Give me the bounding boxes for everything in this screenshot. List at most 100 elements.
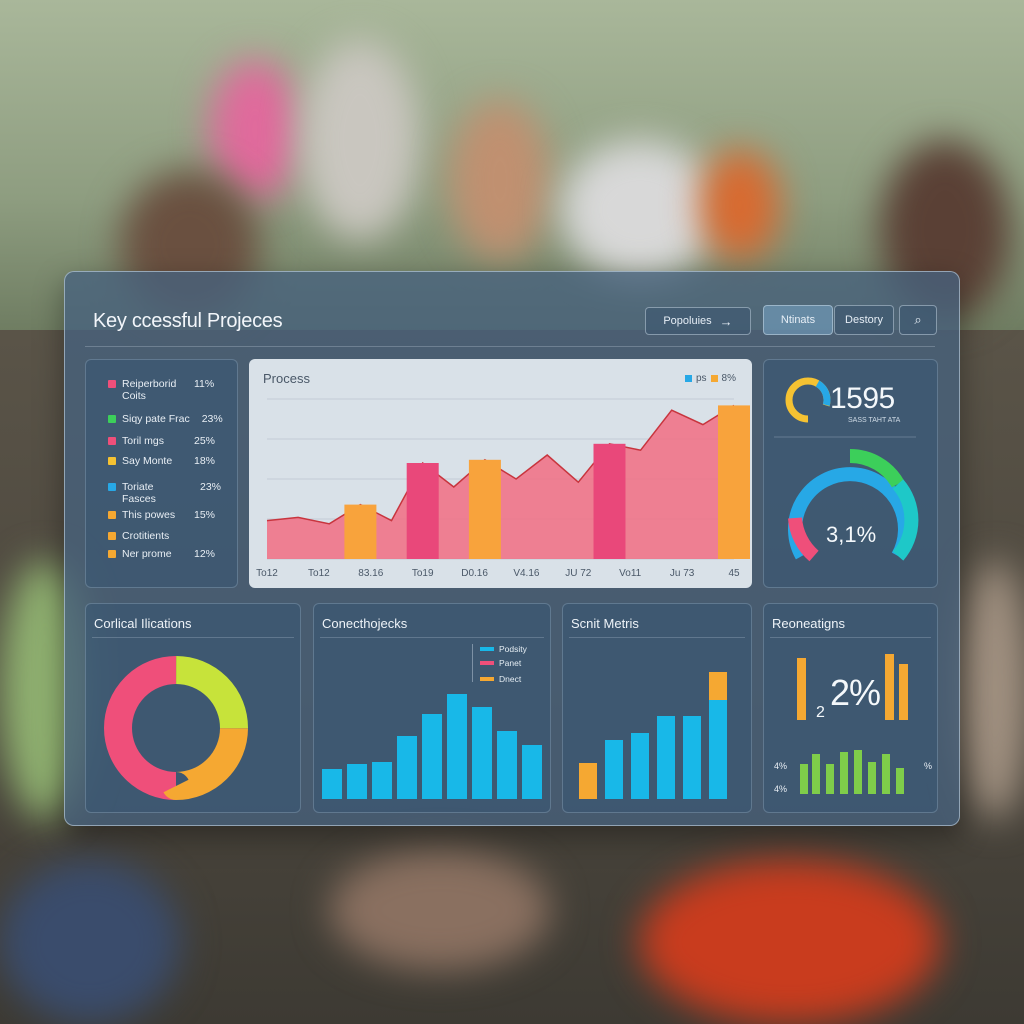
connect-bar-chart: [322, 694, 542, 799]
legend-item: This powes 15%: [108, 509, 215, 521]
legend-swatch: [480, 677, 494, 681]
legend-item: Toril mgs 25%: [108, 435, 215, 447]
legend-label: This powes: [122, 509, 176, 521]
legend-label-b: 8%: [721, 373, 736, 384]
legend-label: Toriate Fasces: [122, 481, 156, 505]
bar: [347, 764, 367, 799]
donut-slice: [104, 656, 248, 800]
bar: [497, 731, 517, 799]
x-tick-label: V4.16: [513, 568, 540, 579]
legend-swatch: [108, 511, 116, 519]
sent-metrics-card: Scnit Metris: [562, 603, 752, 813]
gauge-arc-pink: [788, 517, 819, 562]
donut-slice: [104, 656, 248, 800]
gauge-value: 3,1%: [826, 522, 877, 547]
reg-mini-bar: [868, 762, 876, 794]
legend-percent: 15%: [194, 509, 216, 521]
reg-big-value: 2%: [830, 672, 881, 713]
donut-chart: [104, 656, 248, 800]
legend-label: Panet: [499, 658, 522, 668]
critical-title: Corlical Ilications: [94, 616, 192, 631]
search-icon: ⌕: [914, 312, 922, 327]
legend-label: Toril mgs: [122, 435, 165, 447]
bar: [657, 716, 675, 799]
reg-mini-bar: [826, 764, 834, 794]
category-button[interactable]: Destory: [834, 305, 894, 335]
legend-label: Siqy pate Frac: [122, 413, 190, 425]
bar: [397, 736, 417, 799]
bar: [605, 740, 623, 799]
gauge-arc-teal: [892, 479, 919, 561]
x-tick-label: D0.16: [461, 568, 488, 579]
populates-button[interactable]: Popoluies →: [645, 307, 751, 335]
reg-mini-bar: [800, 764, 808, 794]
bar: [422, 714, 442, 799]
reg-prefix: 2: [816, 704, 825, 721]
bar: [683, 716, 701, 799]
search-button[interactable]: ⌕: [899, 305, 937, 335]
legend-item: Say Monte 18%: [108, 455, 215, 467]
mini-ring-icon: [785, 377, 831, 423]
reg-mini-bar: [882, 754, 890, 794]
bar: [322, 769, 342, 799]
card-divider: [569, 637, 745, 638]
reg-mini-bar: [854, 750, 862, 794]
legend-swatch: [108, 457, 116, 465]
connect-legend-item: Dnect: [480, 674, 521, 684]
reg-left-label-1: 4%: [774, 761, 788, 771]
reg-mini-bar: [840, 752, 848, 794]
legend-item: Crotitients: [108, 530, 194, 542]
bar: [709, 672, 727, 799]
reg-graphics: [797, 654, 908, 794]
reg-left-label-2: 4%: [774, 784, 788, 794]
reg-bar: [899, 664, 908, 720]
kpi-value: 1595: [830, 382, 895, 415]
populates-label: Popoluies: [663, 315, 712, 327]
metrics-button[interactable]: Ntinats: [763, 305, 833, 335]
legend-divider: [472, 644, 473, 682]
bar: [593, 443, 626, 559]
legend-percent: 23%: [201, 413, 223, 425]
reg-bar: [797, 658, 806, 720]
progress-chart-card: Process ps 8% To12 To12 83.16 To19 D0.16 V4.1…: [249, 359, 752, 588]
bar: [447, 694, 467, 799]
bar: [522, 745, 542, 799]
header-divider: [85, 346, 935, 347]
progress-chart: To12 To12 83.16 To19 D0.16 V4.16 JU 72 Vo11 Ju 7…: [256, 398, 750, 579]
legend-label: Say Monte: [122, 455, 173, 467]
registrations-card: Reoneatigns 2 2% 4% 4% %: [763, 603, 938, 813]
legend-swatch-blue: [684, 375, 692, 382]
legend-label: Podsity: [499, 644, 527, 654]
bar-segment: [709, 672, 727, 700]
reg-mini-bar: [896, 768, 904, 794]
legend-swatch-orange: [710, 375, 718, 382]
progress-title: Process: [263, 371, 310, 386]
bar: [344, 504, 377, 559]
bar: [468, 459, 501, 559]
x-tick-label: 45: [728, 568, 740, 579]
x-tick-label: To12: [256, 568, 278, 579]
card-divider: [92, 637, 294, 638]
legend-item: Reiperborid Coits 11%: [108, 378, 214, 402]
legend-card: Reiperborid Coits 11% Siqy pate Frac 23%…: [85, 359, 238, 588]
bar: [631, 733, 649, 799]
legend-percent: 23%: [200, 481, 222, 493]
kpi-card: 1595 SASS TAHT ATA 3,1%: [763, 359, 938, 588]
legend-item: Ner prome 12%: [108, 548, 215, 560]
progress-legend: ps 8%: [684, 373, 736, 384]
bar: [579, 763, 597, 799]
legend-swatch: [108, 483, 116, 491]
x-tick-label: 83.16: [358, 568, 383, 579]
x-tick-label: JU 72: [565, 568, 592, 579]
legend-item: Toriate Fasces 23%: [108, 481, 221, 505]
reg-mini-bar: [812, 754, 820, 794]
legend-label-a: ps: [695, 373, 707, 384]
kpi-graphics: [774, 377, 919, 562]
card-divider: [770, 637, 931, 638]
arrow-right-icon: →: [719, 313, 733, 329]
legend-label: Crotitients: [122, 530, 170, 542]
legend-label: Ner prome: [122, 548, 172, 560]
legend-swatch: [480, 647, 494, 651]
sent-title: Scnit Metris: [571, 616, 639, 631]
kpi-note: SASS TAHT ATA: [848, 417, 901, 424]
